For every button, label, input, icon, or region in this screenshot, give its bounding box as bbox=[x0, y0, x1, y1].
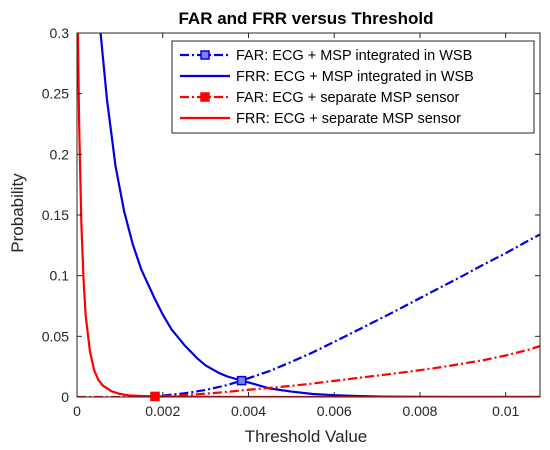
legend-box bbox=[171, 40, 535, 134]
x-axis-title: Threshold Value bbox=[245, 427, 368, 446]
x-tick-label: 0.008 bbox=[402, 403, 437, 419]
legend-label-4: FRR: ECG + separate MSP sensor bbox=[236, 111, 461, 127]
legend: FAR: ECG + MSP integrated in WSB FRR: ECG… bbox=[171, 40, 535, 134]
y-tick-label: 0.3 bbox=[50, 25, 70, 41]
y-tick-label: 0.1 bbox=[50, 268, 70, 284]
x-tick-label: 0.01 bbox=[492, 403, 519, 419]
y-tick-label: 0 bbox=[61, 389, 69, 405]
x-tick-label: 0.006 bbox=[317, 403, 352, 419]
x-tick-label: 0.004 bbox=[231, 403, 266, 419]
axes-layer: 0 0.002 0.004 0.006 0.008 0.01 0 0.05 0.1 0.15 0.2… bbox=[42, 25, 541, 419]
legend-label-1: FAR: ECG + MSP integrated in WSB bbox=[236, 48, 472, 64]
y-tick-label: 0.05 bbox=[42, 328, 69, 344]
series-line-1 bbox=[145, 233, 540, 397]
legend-marker-3 bbox=[200, 92, 210, 102]
y-tick-label: 0.2 bbox=[50, 146, 70, 162]
y-axis-title: Probability bbox=[8, 173, 27, 253]
series-marker-1 bbox=[236, 375, 247, 386]
legend-marker-1 bbox=[200, 50, 210, 60]
chart-title: FAR and FRR versus Threshold bbox=[178, 9, 433, 28]
y-tick-label: 0.25 bbox=[42, 86, 69, 102]
series-line-4 bbox=[77, 33, 540, 397]
legend-label-2: FRR: ECG + MSP integrated in WSB bbox=[236, 69, 474, 85]
x-tick-label: 0.002 bbox=[145, 403, 180, 419]
y-tick-label: 0.15 bbox=[42, 207, 69, 223]
legend-label-3: FAR: ECG + separate MSP sensor bbox=[236, 90, 460, 106]
x-tick-label: 0 bbox=[73, 403, 81, 419]
series-marker-2 bbox=[150, 391, 160, 402]
